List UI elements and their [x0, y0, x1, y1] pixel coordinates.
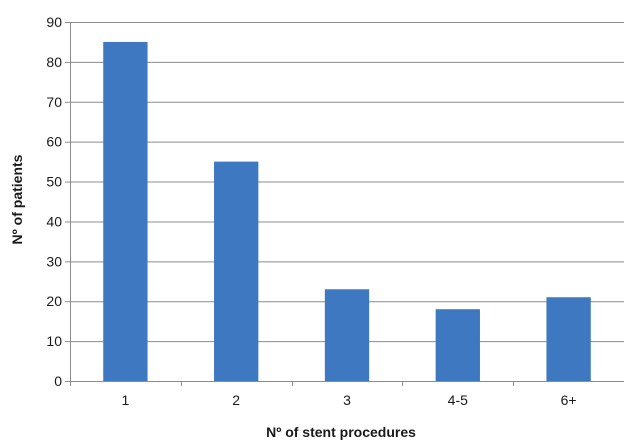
x-tick-label: 6+: [561, 392, 577, 408]
y-tick-label: 20: [46, 293, 62, 309]
y-tick-label: 90: [46, 14, 62, 30]
y-tick-label: 60: [46, 134, 62, 150]
bar-2: [214, 161, 259, 381]
y-tick-label: 30: [46, 253, 62, 269]
bar-4-5: [435, 309, 480, 381]
y-tick-label: 50: [46, 174, 62, 190]
x-tick-label: 3: [343, 392, 351, 408]
y-tick-label: 70: [46, 94, 62, 110]
y-axis-title: Nº of patients: [9, 154, 25, 244]
y-tick-label: 80: [46, 54, 62, 70]
bar-1: [103, 41, 148, 381]
x-tick-label: 1: [122, 392, 130, 408]
bars: [103, 41, 591, 381]
x-axis-title: Nº of stent procedures: [266, 424, 416, 440]
gridlines: [70, 22, 624, 343]
bar-6+: [546, 297, 591, 381]
axes: [65, 22, 624, 386]
bar-3: [324, 289, 370, 381]
y-tick-label: 40: [46, 213, 62, 229]
tick-labels: 0 10 20 30 40 50 60 70 80 90 1 2 3 4-5 6+: [46, 14, 576, 408]
y-tick-label: 10: [46, 333, 62, 349]
x-tick-label: 2: [232, 392, 240, 408]
y-tick-label: 0: [54, 373, 62, 389]
x-tick-label: 4-5: [448, 392, 468, 408]
